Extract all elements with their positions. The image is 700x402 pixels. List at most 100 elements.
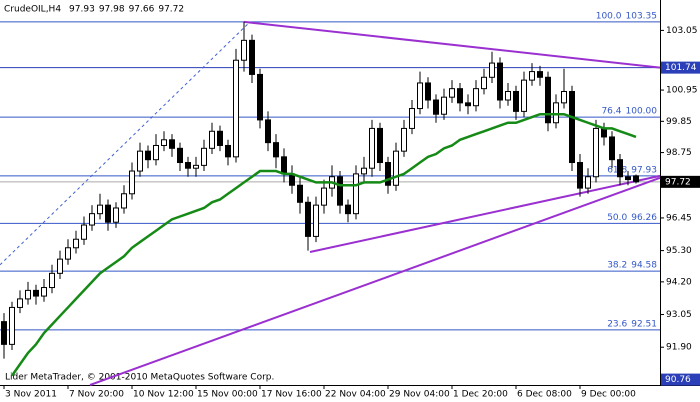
- price-box-label: 97.72: [665, 177, 691, 187]
- fib-price: 94.58: [631, 261, 657, 271]
- header: CrudeOIL,H4 97.93 97.98 97.66 97.72: [4, 5, 184, 15]
- candle-body: [89, 213, 95, 226]
- candle-body: [353, 173, 359, 215]
- x-tick-label: 22 Nov 04:00: [325, 390, 386, 400]
- candle-body: [409, 108, 415, 129]
- y-tick-label: 96.45: [666, 213, 692, 223]
- candle-body: [497, 62, 503, 101]
- candle-body: [17, 298, 23, 308]
- candle-body: [81, 224, 87, 240]
- candle-body: [441, 96, 447, 115]
- copyright: Lider MetaTrader, © 2001-2010 MetaQuotes…: [5, 373, 274, 383]
- fib-price: 96.26: [631, 213, 657, 223]
- candle-body: [177, 147, 183, 164]
- candle-body: [65, 247, 71, 260]
- fib-ratio: 38.2: [607, 261, 627, 271]
- candle-body: [417, 82, 423, 110]
- x-tick-label: 17 Nov 16:00: [261, 390, 322, 400]
- price-box-label: 90.76: [665, 375, 691, 385]
- candle-body: [169, 139, 175, 149]
- fib-ratio: 76.4: [601, 107, 621, 117]
- candle-body: [233, 59, 239, 158]
- symbol: CrudeOIL,H4: [4, 5, 61, 15]
- ohlc-close: 97.72: [158, 5, 184, 15]
- candle-body: [601, 127, 607, 138]
- x-tick-label: 15 Nov 00:00: [197, 390, 258, 400]
- fib-ratio: 100.0: [596, 11, 622, 21]
- candle-body: [377, 127, 383, 164]
- candle-body: [569, 90, 575, 164]
- candle-body: [297, 184, 303, 203]
- y-tick-label: 93.05: [666, 310, 692, 320]
- candle-body: [97, 204, 103, 215]
- ohlc-open: 97.93: [69, 5, 95, 15]
- x-tick-label: 9 Dec 00:00: [581, 390, 636, 400]
- candle-body: [137, 150, 143, 172]
- candle-body: [457, 88, 463, 104]
- trendline: [243, 20, 661, 69]
- candle-body: [33, 289, 39, 297]
- candle-body: [193, 164, 199, 169]
- x-tick-label: 6 Dec 08:00: [517, 390, 572, 400]
- candle-body: [113, 207, 119, 223]
- candle-body: [361, 167, 367, 175]
- candle-body: [545, 76, 551, 124]
- candle-body: [249, 39, 255, 75]
- candle-body: [49, 272, 55, 289]
- candle-body: [385, 162, 391, 186]
- fib-ratio: 50.0: [607, 213, 627, 223]
- fib-price: 103.35: [626, 11, 658, 21]
- candle-body: [393, 150, 399, 186]
- candle-body: [1, 321, 7, 345]
- candle-body: [593, 127, 599, 178]
- candle-body: [465, 102, 471, 107]
- candle-body: [609, 136, 615, 161]
- y-tick-label: 94.20: [666, 277, 692, 287]
- candle-body: [337, 176, 343, 206]
- candle-body: [625, 176, 631, 181]
- candle-body: [473, 88, 479, 107]
- x-tick-label: 1 Dec 20:00: [453, 390, 508, 400]
- candle-body: [513, 90, 519, 112]
- candle-body: [585, 176, 591, 189]
- candle-body: [321, 187, 327, 206]
- price-box: [661, 373, 700, 386]
- candle-body: [273, 142, 279, 158]
- candle-body: [449, 88, 455, 98]
- y-tick-label: 103.05: [666, 26, 698, 36]
- price-box: [661, 61, 700, 74]
- ohlc-high: 97.98: [99, 5, 125, 15]
- candle-body: [369, 127, 375, 169]
- candle-body: [201, 147, 207, 166]
- candle-body: [313, 204, 319, 237]
- candle-body: [241, 39, 247, 61]
- candle-body: [161, 139, 167, 146]
- candle-body: [537, 71, 543, 78]
- candle-body: [561, 90, 567, 104]
- candle-body: [425, 82, 431, 101]
- trendline: [0, 21, 251, 266]
- candle-body: [57, 258, 63, 274]
- trendline: [309, 174, 661, 254]
- candle-body: [481, 76, 487, 90]
- plot-area: 103.35100.0100.0076.497.9361.896.2650.09…: [0, 11, 661, 386]
- candle-body: [41, 287, 47, 297]
- y-tick-label: 99.85: [666, 117, 692, 127]
- candle-body: [553, 102, 559, 124]
- fib-price: 97.93: [631, 165, 657, 175]
- candle-body: [401, 127, 407, 152]
- ohlc-low: 97.66: [129, 5, 155, 15]
- price-box: [661, 175, 700, 188]
- candle-body: [505, 90, 511, 101]
- candle-body: [185, 162, 191, 169]
- candle-body: [217, 130, 223, 146]
- candle-body: [281, 156, 287, 175]
- candle-body: [225, 144, 231, 158]
- candle-body: [433, 99, 439, 115]
- fib-price: 92.51: [631, 319, 657, 329]
- y-tick-label: 98.75: [666, 148, 692, 158]
- trendline: [89, 176, 661, 386]
